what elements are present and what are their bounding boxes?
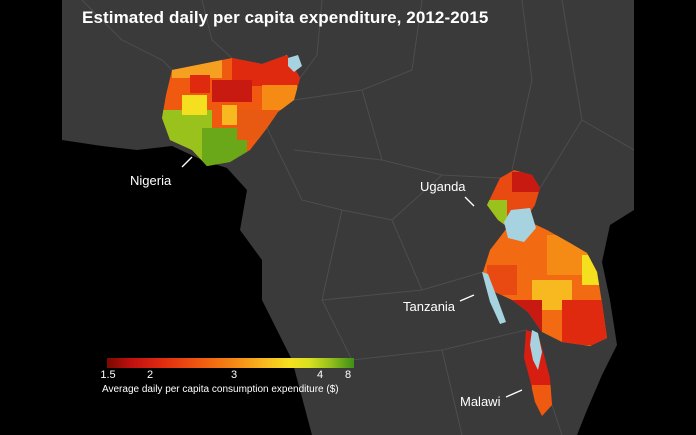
map-frame: Estimated daily per capita expenditure, … bbox=[62, 0, 634, 435]
legend-tick-4: 4 bbox=[316, 369, 324, 381]
ocean-east bbox=[577, 210, 634, 435]
uganda-region bbox=[487, 170, 540, 228]
map-title: Estimated daily per capita expenditure, … bbox=[82, 8, 489, 27]
legend-tick-1-5: 1.5 bbox=[100, 369, 116, 381]
label-tanzania: Tanzania bbox=[403, 299, 456, 314]
label-malawi: Malawi bbox=[460, 394, 501, 409]
tanzania-region bbox=[483, 222, 607, 346]
label-uganda: Uganda bbox=[420, 179, 466, 194]
legend-color-ramp bbox=[107, 358, 354, 368]
country-borders bbox=[81, 0, 634, 435]
lake-victoria bbox=[504, 208, 536, 242]
pointer-lines bbox=[181, 156, 523, 398]
legend-caption: Average daily per capita consumption exp… bbox=[102, 384, 339, 395]
lake-tanganyika bbox=[482, 272, 506, 324]
label-nigeria: Nigeria bbox=[130, 173, 172, 188]
legend-tick-3: 3 bbox=[230, 369, 238, 381]
legend-tick-2: 2 bbox=[146, 369, 154, 381]
lake-chad bbox=[288, 55, 302, 72]
lake-malawi bbox=[530, 330, 542, 370]
legend-tick-8: 8 bbox=[344, 369, 352, 381]
